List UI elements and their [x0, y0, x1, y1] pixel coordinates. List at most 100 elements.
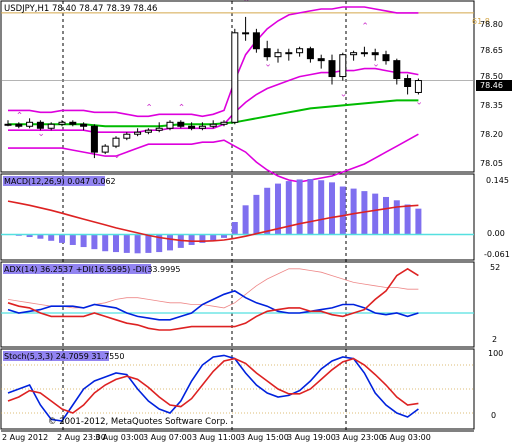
macd-histogram-bar — [339, 186, 346, 235]
candle-bear — [263, 48, 271, 58]
macd-histogram-bar — [221, 234, 227, 238]
macd-histogram-bar — [134, 234, 141, 254]
time-label: 3 Aug 07:00 — [143, 433, 192, 442]
time-axis: 2 Aug 2012 2 Aug 23:00 3 Aug 03:00 3 Aug… — [2, 433, 431, 442]
candle-bear — [188, 125, 196, 129]
time-label: 2 Aug 2012 — [2, 433, 48, 442]
fib-label: 61.8 — [472, 17, 490, 26]
macd-histogram-bar — [210, 234, 217, 241]
time-label: 6 Aug 03:00 — [382, 433, 431, 442]
candle-bull — [58, 121, 66, 125]
macd-histogram-bar — [80, 234, 87, 248]
candle-bear — [69, 121, 77, 125]
macd-histogram-bar — [167, 234, 173, 251]
macd-histogram-bar — [26, 234, 33, 238]
macd-histogram-bar — [307, 179, 314, 235]
time-label: 3 Aug 11:00 — [192, 433, 241, 442]
candle-bull — [26, 121, 34, 127]
adx-tick: 2 — [492, 335, 497, 344]
stoch-tick: 0 — [491, 411, 496, 420]
candle-bull — [414, 80, 422, 93]
macd-histogram-bar — [372, 193, 379, 235]
candle-bear — [306, 48, 314, 60]
macd-histogram-bar — [296, 179, 303, 235]
candle-bull — [134, 131, 142, 135]
macd-histogram-bar — [59, 234, 65, 243]
fractal-down-marker: ⌄ — [264, 60, 272, 70]
candle-bull — [47, 123, 55, 129]
candle-bull — [198, 125, 206, 129]
candle-bear — [252, 32, 260, 50]
candle-bull — [155, 127, 163, 131]
fractal-up-marker: ⌃ — [145, 103, 153, 113]
macd-histogram-bar — [69, 234, 76, 245]
macd-header-bg — [3, 176, 105, 186]
macd-histogram-bar — [188, 234, 195, 245]
price-tick: 78.50 — [480, 72, 503, 81]
macd-tick: -0.061 — [484, 250, 510, 259]
chart-content: ⌃ ⌃ ⌃ ⌃ ⌃ ⌄ ⌄ ⌄ ⌄ ⌄ ⌄ — [1, 0, 474, 422]
candle-bull — [101, 145, 109, 153]
candle-bull — [339, 54, 347, 78]
price-tick: 78.35 — [480, 101, 503, 110]
candle-bull — [242, 32, 250, 35]
candle-bull — [112, 137, 120, 147]
adx-main-line — [7, 268, 419, 309]
panel-frame-macd — [0, 173, 475, 261]
macd-histogram-bar — [253, 194, 260, 235]
bollinger-lower-line — [8, 133, 419, 183]
macd-histogram-bar — [91, 234, 98, 250]
time-label: 3 Aug 15:00 — [240, 433, 289, 442]
candle-bear — [36, 121, 44, 129]
candle-bull — [144, 129, 152, 133]
macd-histogram-bar — [393, 200, 400, 235]
candle-bull — [274, 52, 282, 58]
macd-histogram-bar — [145, 234, 152, 253]
macd-histogram-bar — [361, 191, 368, 235]
candle-bull — [220, 121, 228, 125]
candle-bear — [90, 125, 98, 153]
candle-bull — [209, 123, 217, 127]
candle-bear — [404, 78, 412, 87]
macd-histogram-bar — [123, 234, 130, 253]
panel-frame-main — [0, 0, 475, 173]
macd-histogram-bar — [231, 222, 238, 235]
candle-bear — [177, 121, 185, 127]
stoch-header-bg — [3, 351, 109, 361]
macd-signal-line — [7, 200, 419, 242]
macd-histogram-bar — [48, 234, 55, 241]
candle-bull — [4, 123, 12, 126]
fractal-down-marker: ⌄ — [372, 60, 380, 70]
fractal-down-marker: ⌄ — [340, 89, 348, 99]
macd-histogram-bar — [113, 234, 119, 253]
macd-histogram-bar — [318, 180, 325, 235]
time-label: 3 Aug 03:00 — [95, 433, 144, 442]
fractal-up-marker: ⌃ — [178, 103, 186, 113]
bollinger-middle-line — [8, 67, 419, 133]
macd-histogram-bar — [329, 182, 335, 235]
current-price-tag: 78.46 — [480, 81, 503, 90]
candle-bear — [15, 123, 23, 127]
fractal-up-marker: ⌃ — [243, 0, 251, 8]
macd-tick: 0.145 — [486, 176, 509, 185]
adx-plus-di-line — [7, 267, 419, 331]
panel-frame-adx — [0, 261, 475, 348]
candle-bull — [231, 32, 239, 123]
macd-histogram-bar — [350, 188, 357, 235]
time-label: 3 Aug 19:00 — [287, 433, 336, 442]
macd-histogram-bar — [156, 234, 163, 253]
candle-bull — [360, 52, 368, 55]
price-tick: 78.05 — [480, 159, 503, 168]
candle-bull — [123, 133, 131, 139]
macd-histogram-bar — [199, 234, 206, 243]
current-price-tag-bg — [476, 80, 512, 91]
stoch-header: Stoch(5,3,3) 24.7059 31.7550 — [4, 352, 124, 361]
macd-histogram-bar — [102, 234, 109, 252]
candle-bear — [382, 54, 390, 62]
macd-tick: 0.00 — [487, 229, 505, 238]
candle-bull — [285, 52, 293, 55]
candle-bull — [350, 52, 358, 56]
fractal-down-marker: ⌄ — [113, 151, 121, 161]
macd-header: MACD(12,26,9) 0.047 0.062 — [4, 177, 116, 186]
